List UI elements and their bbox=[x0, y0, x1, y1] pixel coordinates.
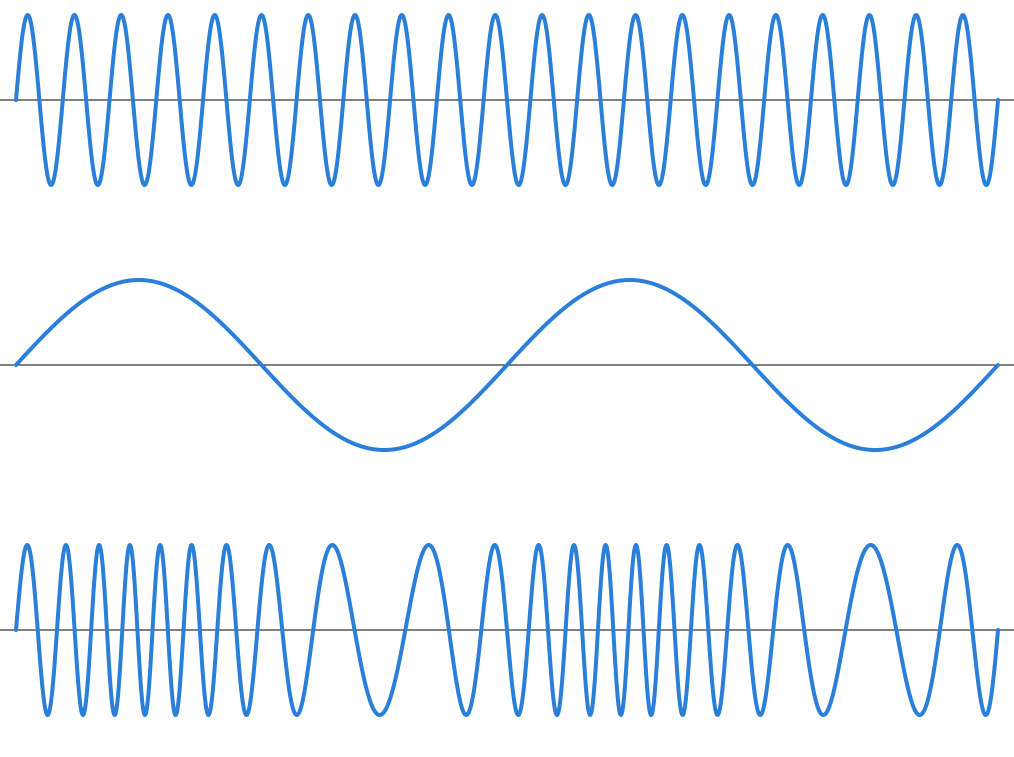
panel-fm-output bbox=[0, 545, 1014, 715]
waveform-diagram bbox=[0, 0, 1014, 757]
panel-modulating-signal bbox=[0, 280, 1014, 450]
panel-carrier bbox=[0, 15, 1014, 185]
